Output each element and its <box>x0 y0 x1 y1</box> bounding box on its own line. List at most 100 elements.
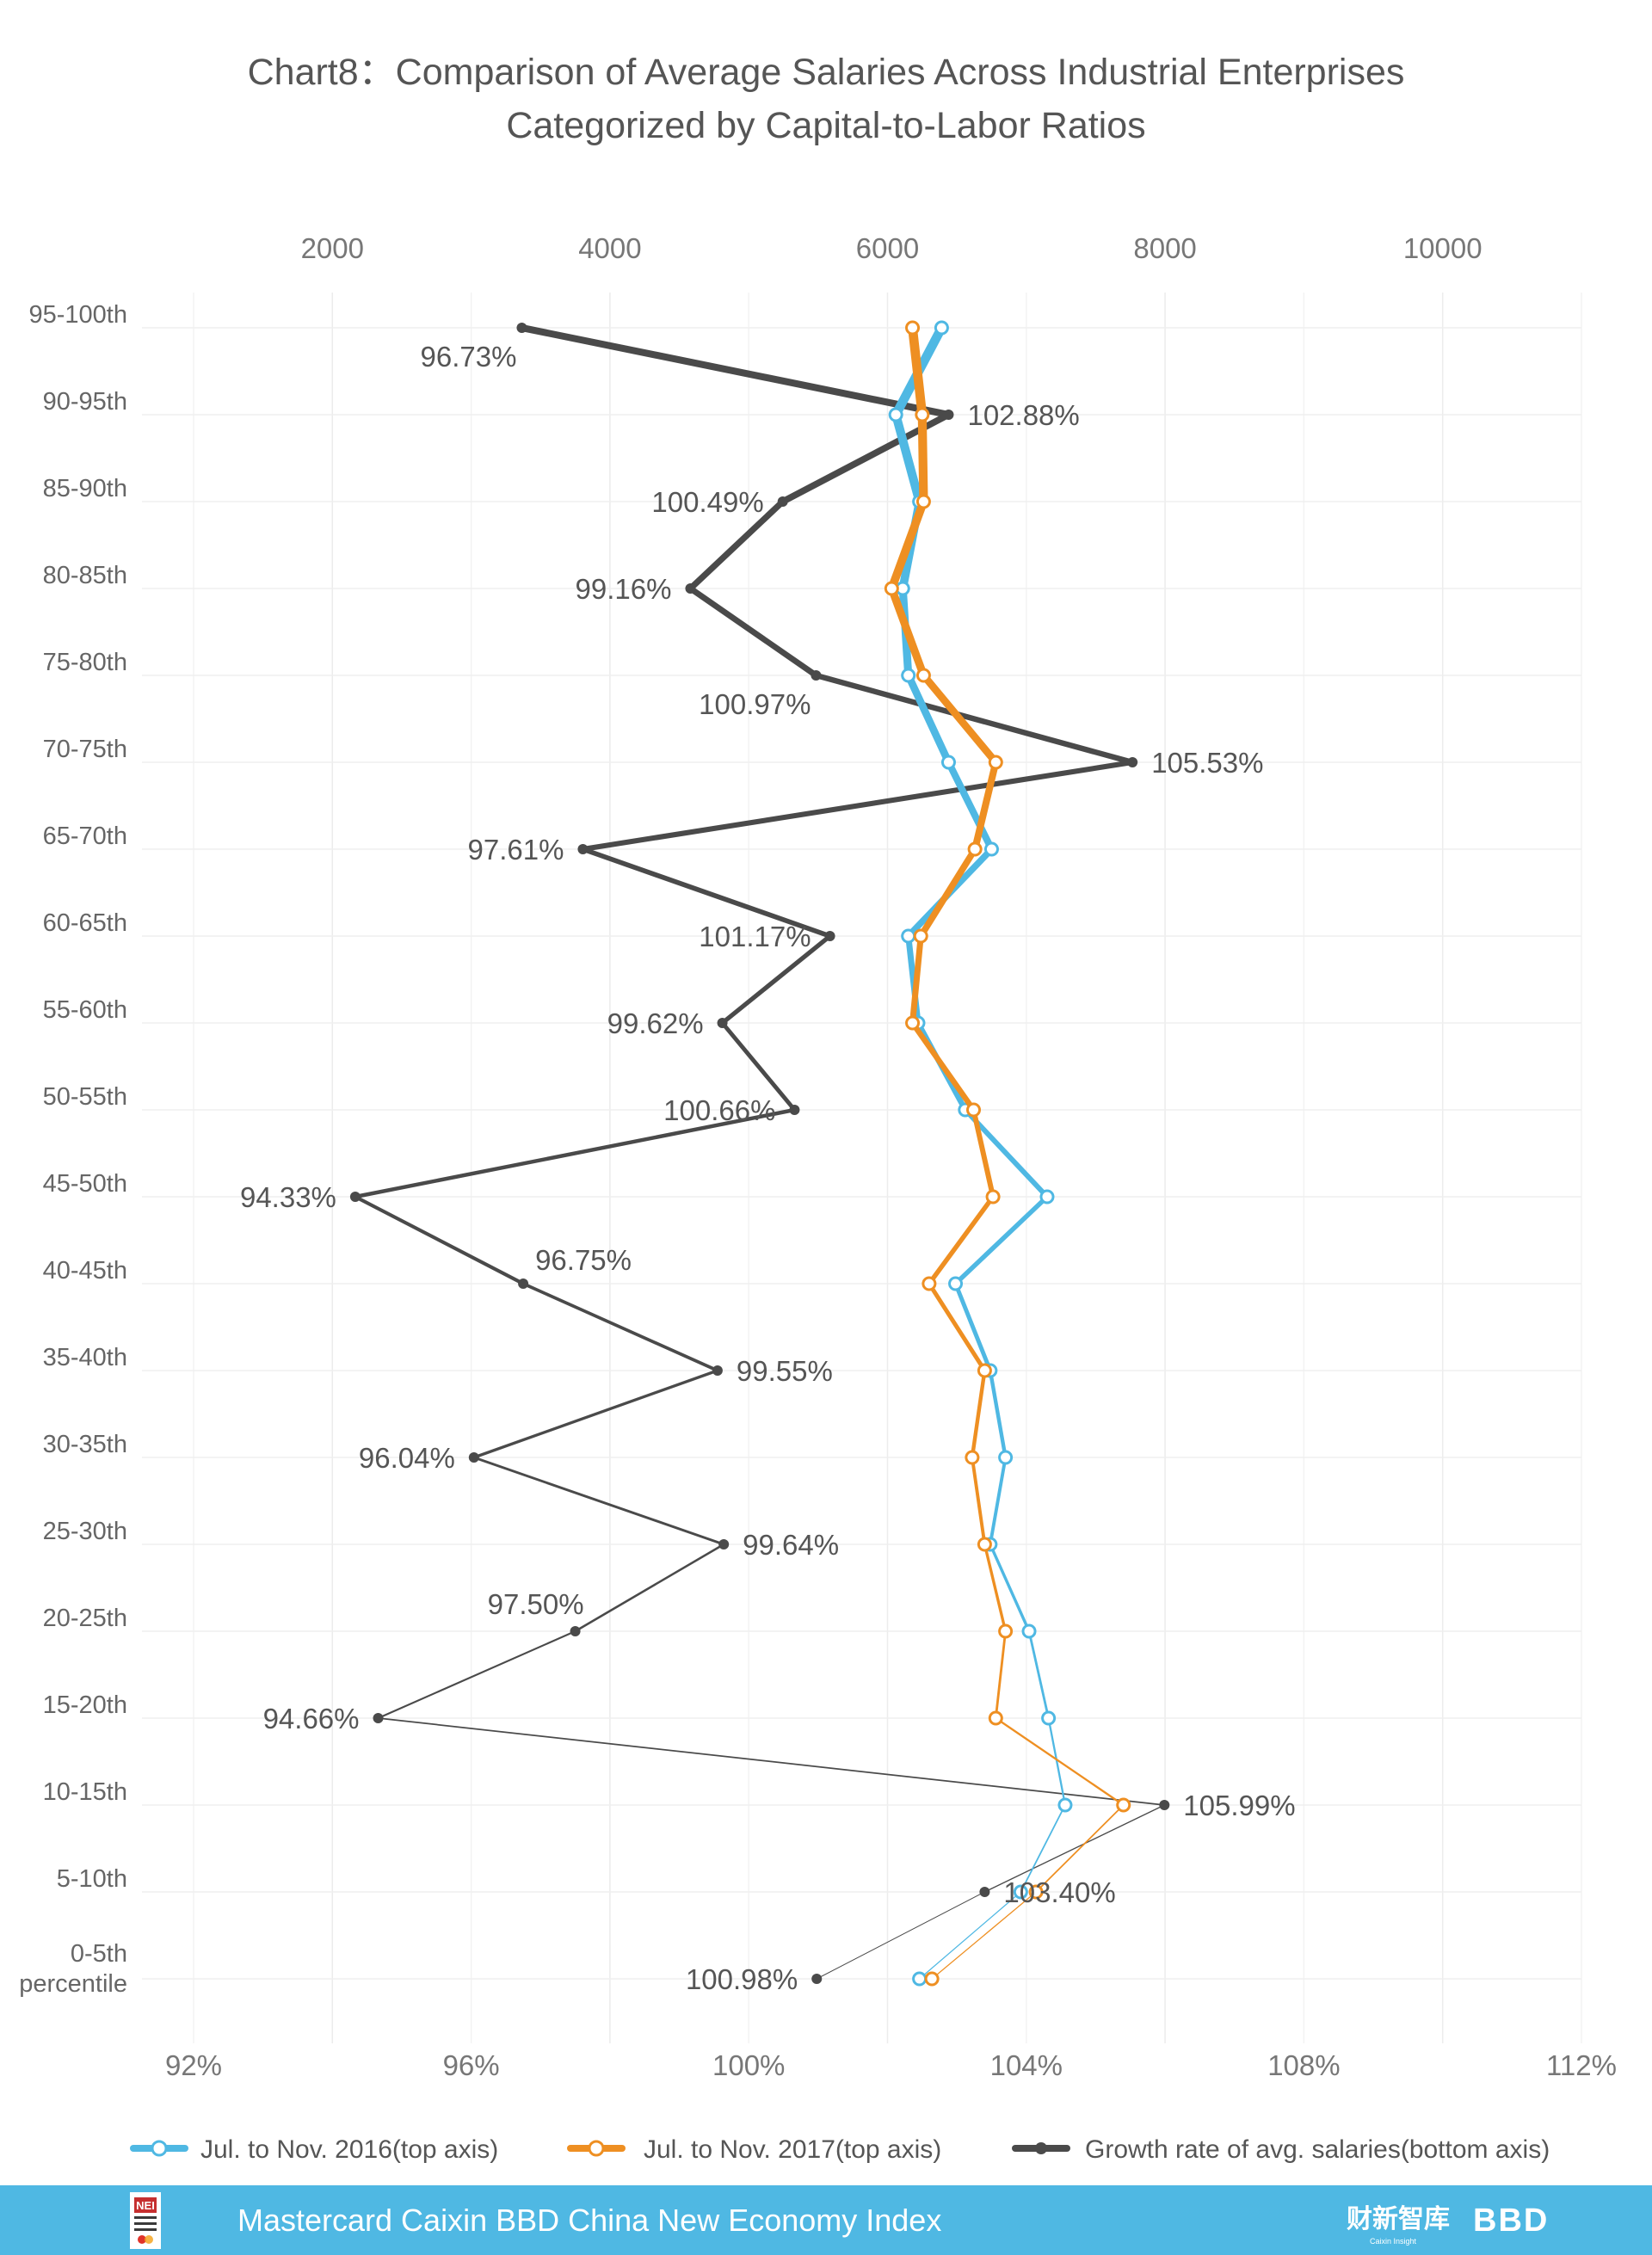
salary-point[interactable] <box>985 1189 1001 1205</box>
salary-point[interactable] <box>915 494 931 509</box>
growth-point[interactable] <box>577 844 589 854</box>
salary-point[interactable] <box>988 1710 1003 1726</box>
growth-point[interactable] <box>789 1105 800 1115</box>
growth-point[interactable] <box>811 1974 823 1984</box>
legend-item-growth[interactable]: Growth rate of avg. salaries(bottom axis… <box>1012 2135 1550 2164</box>
growth-point[interactable] <box>718 1539 730 1550</box>
salary-point[interactable] <box>915 668 931 683</box>
series-segment <box>927 1281 987 1373</box>
growth-point[interactable] <box>373 1713 384 1723</box>
growth-point[interactable] <box>824 931 835 941</box>
salary-point[interactable] <box>965 1450 980 1465</box>
category-label: 55-60th <box>43 996 127 1024</box>
salary-point[interactable] <box>915 407 930 422</box>
salary-point[interactable] <box>905 320 921 336</box>
growth-point[interactable] <box>468 1452 479 1463</box>
salary-point[interactable] <box>998 1450 1014 1465</box>
series-segment <box>353 1107 797 1199</box>
salary-point[interactable] <box>1057 1797 1073 1813</box>
growth-point[interactable] <box>1159 1800 1170 1810</box>
caixin-logo-subtext: Caixin Insight <box>1370 2237 1417 2246</box>
salary-point[interactable] <box>912 1971 928 1987</box>
salary-point[interactable] <box>922 1276 937 1291</box>
salary-point[interactable] <box>1116 1797 1131 1813</box>
growth-data-label: 99.62% <box>607 1007 704 1039</box>
salary-point[interactable] <box>888 407 903 422</box>
growth-data-label: 105.53% <box>1151 747 1263 779</box>
series-layer <box>349 320 1170 1987</box>
growth-point[interactable] <box>777 496 788 507</box>
growth-point[interactable] <box>570 1626 581 1636</box>
salary-point[interactable] <box>988 755 1003 770</box>
salary-point[interactable] <box>1028 1884 1044 1900</box>
growth-point[interactable] <box>943 410 954 420</box>
series-segment <box>580 847 833 939</box>
salary-point[interactable] <box>905 1015 921 1031</box>
salary-point[interactable] <box>884 581 899 596</box>
salary-point[interactable] <box>934 320 949 336</box>
series-1 <box>884 320 1131 1987</box>
nei-logo-text: NEI <box>136 2199 155 2212</box>
data-labels: 96.73% 102.88% 100.49% 99.16% 100.97% 105.53%… <box>240 341 1296 1995</box>
growth-point[interactable] <box>516 323 527 333</box>
growth-point[interactable] <box>979 1887 990 1897</box>
series-segment <box>719 933 833 1026</box>
growth-data-label: 100.97% <box>699 688 811 720</box>
legend-label-growth: Growth rate of avg. salaries(bottom axis… <box>1085 2135 1550 2164</box>
salary-point[interactable] <box>901 928 916 944</box>
category-label: 75-80th <box>43 649 127 676</box>
series-segment <box>970 1368 987 1460</box>
bottom-axis-tick: 96% <box>443 2049 500 2081</box>
series-segment <box>953 1281 993 1373</box>
series-segment <box>920 671 1000 767</box>
growth-data-label: 97.50% <box>488 1588 584 1620</box>
salary-point[interactable] <box>983 841 999 857</box>
salary-point[interactable] <box>948 1276 964 1291</box>
growth-point[interactable] <box>518 1278 529 1289</box>
category-label: 40-45th <box>43 1257 127 1285</box>
salary-point[interactable] <box>913 928 928 944</box>
growth-data-label: 96.04% <box>359 1442 455 1474</box>
legend-item-2017[interactable]: Jul. to Nov. 2017(top axis) <box>567 2135 941 2164</box>
growth-point[interactable] <box>717 1018 728 1028</box>
salary-point[interactable] <box>977 1537 992 1552</box>
series-segment <box>813 672 1136 766</box>
salary-point[interactable] <box>1013 1884 1028 1900</box>
salary-point[interactable] <box>1039 1189 1055 1205</box>
series-segment <box>1020 1804 1066 1893</box>
series-segment <box>952 1194 1050 1286</box>
series-segment <box>917 410 928 507</box>
category-label: 0-5th percentile <box>19 1940 127 1998</box>
legend-item-2016[interactable]: Jul. to Nov. 2016(top axis) <box>130 2135 498 2164</box>
growth-point[interactable] <box>685 583 696 594</box>
growth-data-label: 96.73% <box>421 341 517 373</box>
series-segment <box>1027 1630 1051 1720</box>
salary-point[interactable] <box>940 755 956 770</box>
salary-point[interactable] <box>966 1102 982 1118</box>
top-axis-tick: 2000 <box>301 232 364 264</box>
salary-point[interactable] <box>1021 1623 1037 1639</box>
series-segment <box>988 1456 1008 1546</box>
salary-point[interactable] <box>1041 1710 1057 1726</box>
growth-point[interactable] <box>811 670 822 681</box>
salary-point[interactable] <box>998 1623 1014 1639</box>
growth-point[interactable] <box>1127 757 1138 767</box>
salary-point[interactable] <box>967 841 983 857</box>
series-segment <box>472 1369 719 1459</box>
series-2 <box>349 323 1170 1984</box>
category-label: 90-95th <box>43 388 127 416</box>
salary-point[interactable] <box>901 668 916 683</box>
series-segment <box>908 323 928 420</box>
series-segment <box>891 410 924 507</box>
salary-point[interactable] <box>924 1971 940 1987</box>
category-axis: 95-100th 90-95th 85-90th 80-85th 75-80th 70-7… <box>19 301 127 1998</box>
growth-data-label: 96.75% <box>535 1244 632 1276</box>
series-segment <box>927 1194 996 1286</box>
growth-point[interactable] <box>712 1365 723 1376</box>
series-segment <box>995 1716 1125 1807</box>
salary-point[interactable] <box>977 1363 992 1378</box>
growth-data-label: 101.17% <box>699 921 811 952</box>
growth-point[interactable] <box>349 1192 361 1202</box>
series-segment <box>909 1020 977 1113</box>
